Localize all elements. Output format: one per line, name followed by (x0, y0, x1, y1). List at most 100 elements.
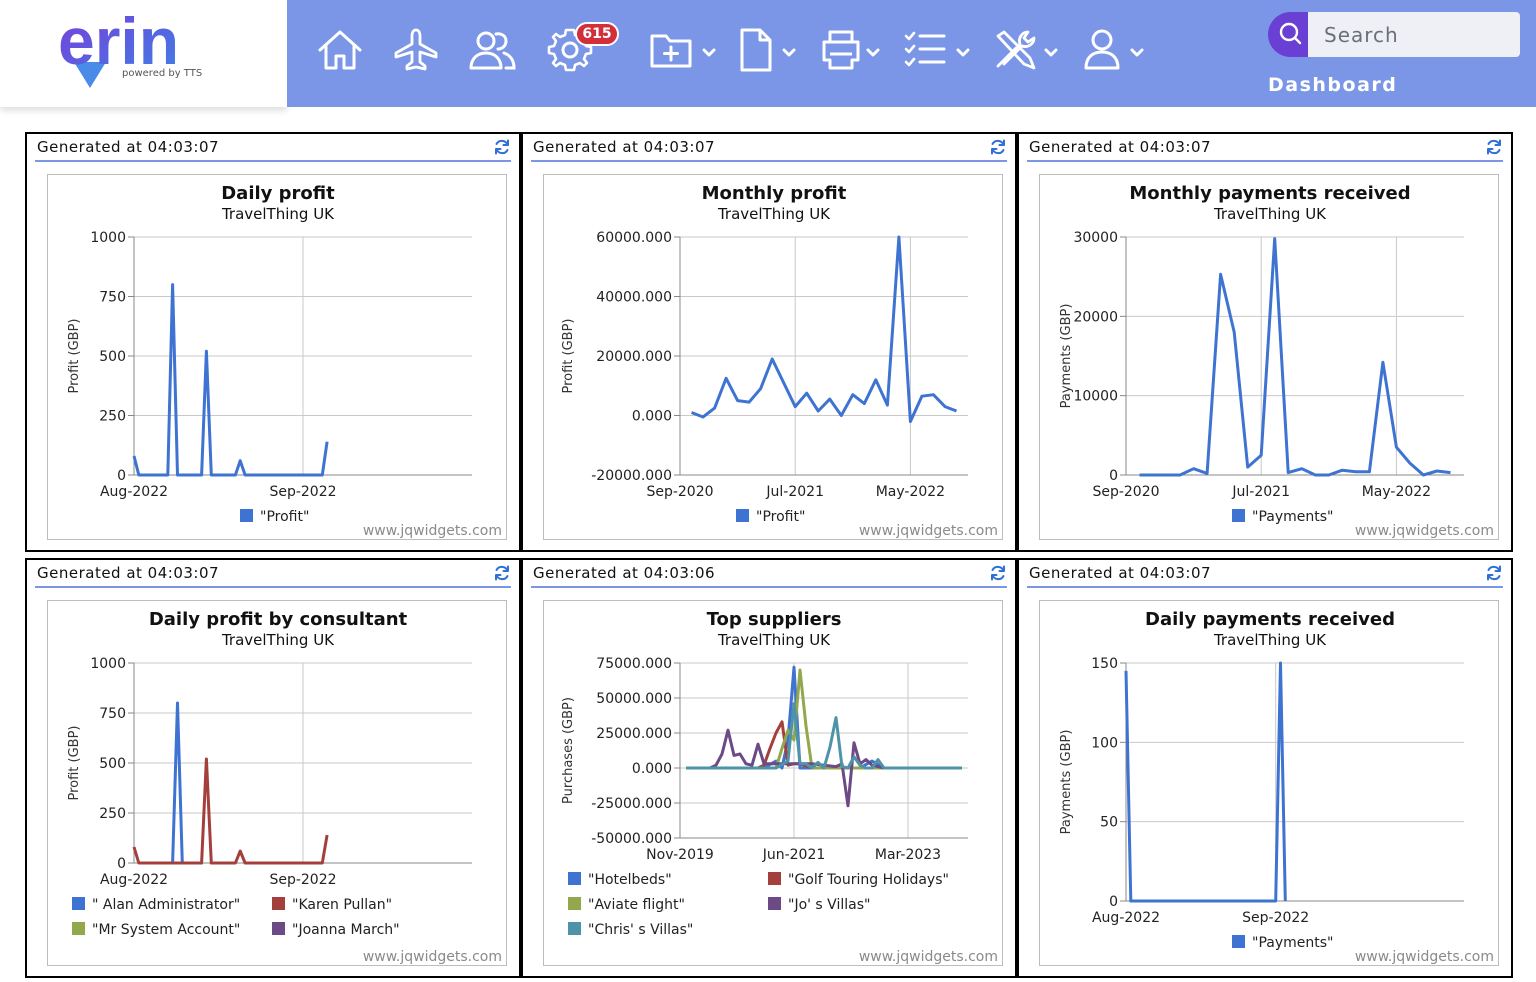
series-line[interactable] (686, 665, 962, 770)
series-line[interactable] (1124, 661, 1287, 903)
legend-label[interactable]: "Hotelbeds" (588, 872, 672, 888)
series-line[interactable] (686, 702, 962, 770)
legend-label[interactable]: "Payments" (1252, 935, 1333, 951)
y-tick-label: 750 (99, 290, 126, 306)
y-tick-label: 20000.000 (596, 349, 672, 365)
refresh-icon[interactable] (989, 564, 1007, 582)
legend-label[interactable]: "Mr System Account" (92, 922, 240, 938)
series-line[interactable] (686, 728, 962, 808)
search-bar (1268, 12, 1520, 57)
refresh-icon[interactable] (1485, 138, 1503, 156)
brand-logo[interactable]: erin powered by TTS (0, 0, 287, 107)
series-line[interactable] (686, 720, 962, 770)
legend-label[interactable]: "Chris' s Villas" (588, 922, 693, 938)
series-line[interactable] (171, 701, 184, 864)
users-icon[interactable] (466, 24, 518, 76)
legend-label[interactable]: "Profit" (756, 509, 805, 525)
y-tick-label: 0.000 (632, 409, 672, 425)
x-tick-label: Jul-2021 (765, 484, 824, 500)
y-tick-label: 0 (117, 468, 126, 484)
legend-label[interactable]: "Joanna March" (292, 922, 400, 938)
chart-subtitle: TravelThing UK (717, 205, 831, 223)
y-tick-label: 75000.000 (596, 656, 672, 672)
tools-icon[interactable] (990, 24, 1062, 76)
x-tick-label: May-2022 (1362, 484, 1431, 500)
y-tick-label: 0 (1109, 468, 1118, 484)
chart-title: Monthly profit (702, 183, 847, 204)
chart-subtitle: TravelThing UK (1213, 631, 1327, 649)
legend-swatch (568, 872, 581, 885)
legend-swatch (736, 509, 749, 522)
user-icon[interactable] (1078, 24, 1148, 76)
legend-swatch (72, 897, 85, 910)
legend-swatch (768, 872, 781, 885)
legend-label[interactable]: " Alan Administrator" (92, 897, 240, 913)
panel-header: Generated at 04:03:06 (531, 562, 1007, 588)
logo-area: erin powered by TTS (0, 0, 287, 107)
y-tick-label: 60000.000 (596, 230, 672, 246)
watermark[interactable]: www.jqwidgets.com (363, 949, 502, 965)
legend-swatch (272, 897, 285, 910)
watermark[interactable]: www.jqwidgets.com (1355, 949, 1494, 965)
watermark[interactable]: www.jqwidgets.com (363, 523, 502, 539)
search-input[interactable] (1308, 12, 1520, 57)
x-tick-label: Jun-2021 (762, 847, 826, 863)
panel-header: Generated at 04:03:07 (1027, 562, 1503, 588)
y-tick-label: 10000 (1073, 389, 1118, 405)
legend-swatch (240, 509, 253, 522)
search-button[interactable] (1268, 12, 1314, 57)
legend-label[interactable]: "Aviate flight" (588, 897, 685, 913)
y-tick-label: 50000.000 (596, 691, 672, 707)
watermark[interactable]: www.jqwidgets.com (859, 523, 998, 539)
monthly-profit-panel: Generated at 04:03:07 Monthly profit Trave… (521, 132, 1017, 552)
chart-title: Daily profit (221, 183, 335, 204)
y-tick-label: 500 (99, 756, 126, 772)
x-tick-label: Aug-2022 (100, 484, 168, 500)
chart-title: Monthly payments received (1129, 183, 1410, 204)
series-line[interactable] (132, 757, 329, 865)
refresh-icon[interactable] (989, 138, 1007, 156)
series-line[interactable] (686, 668, 962, 770)
y-tick-label: 50 (1100, 815, 1118, 831)
daily-profit-panel: Generated at 04:03:07 Daily profit TravelT… (25, 132, 521, 552)
home-icon[interactable] (314, 24, 366, 76)
printer-icon[interactable] (816, 24, 882, 76)
legend-label[interactable]: "Jo' s Villas" (788, 897, 870, 913)
x-tick-label: Sep-2022 (269, 484, 336, 500)
legend-label[interactable]: "Payments" (1252, 509, 1333, 525)
chart-container: Daily profit by consultant TravelThing UK… (47, 600, 507, 966)
legend-label[interactable]: "Profit" (260, 509, 309, 525)
series-line[interactable] (1139, 237, 1451, 477)
watermark[interactable]: www.jqwidgets.com (1355, 523, 1494, 539)
series-line[interactable] (132, 283, 329, 477)
app-header: erin powered by TTS 615 Dashboard (0, 0, 1536, 107)
series-line[interactable] (690, 235, 958, 423)
chart-title: Daily profit by consultant (149, 609, 408, 630)
legend-swatch (768, 897, 781, 910)
generated-time: Generated at 04:03:07 (37, 138, 220, 156)
x-tick-label: Sep-2022 (269, 872, 336, 888)
legend-swatch (72, 922, 85, 935)
refresh-icon[interactable] (1485, 564, 1503, 582)
watermark[interactable]: www.jqwidgets.com (859, 949, 998, 965)
y-tick-label: 30000 (1073, 230, 1118, 246)
notification-badge[interactable]: 615 (575, 22, 619, 46)
flight-icon[interactable] (390, 24, 442, 76)
search-icon (1279, 22, 1302, 45)
top-suppliers-panel: Generated at 04:03:06 Top suppliers Travel… (521, 558, 1017, 978)
x-tick-label: Aug-2022 (1092, 910, 1160, 926)
y-axis-label: Payments (GBP) (1059, 304, 1074, 409)
add-folder-icon[interactable] (646, 24, 716, 76)
y-tick-label: -20000.000 (591, 468, 672, 484)
document-icon[interactable] (734, 24, 798, 76)
y-tick-label: 500 (99, 349, 126, 365)
refresh-icon[interactable] (493, 564, 511, 582)
legend-label[interactable]: "Karen Pullan" (292, 897, 392, 913)
refresh-icon[interactable] (493, 138, 511, 156)
chart-container: Monthly payments received TravelThing UK 3… (1039, 174, 1499, 540)
x-tick-label: Jul-2021 (1231, 484, 1290, 500)
legend-label[interactable]: "Golf Touring Holidays" (788, 872, 949, 888)
checklist-icon[interactable] (900, 24, 972, 76)
legend-swatch (1232, 935, 1245, 948)
